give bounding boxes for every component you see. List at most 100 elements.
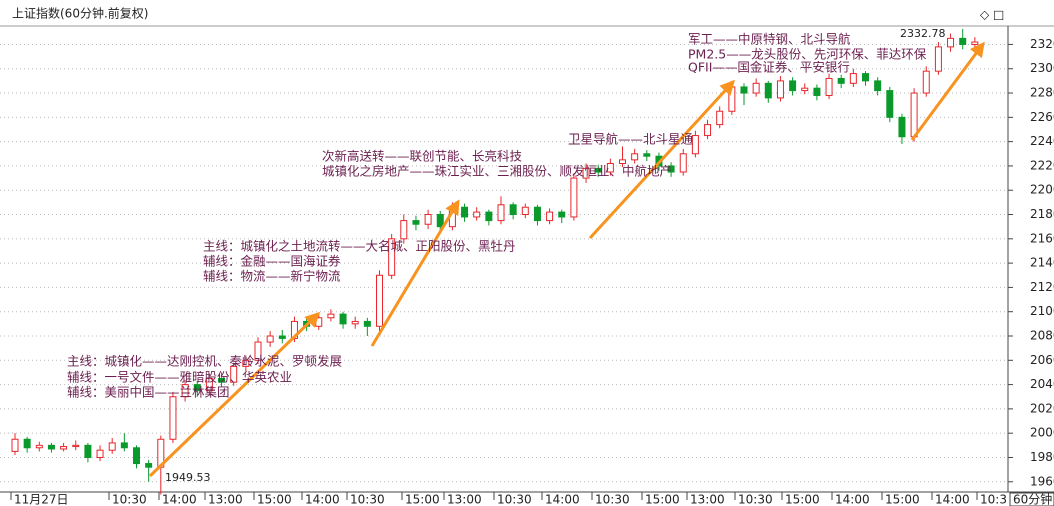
candle-body [266, 335, 274, 343]
candle-body [825, 77, 833, 96]
candle-body [922, 70, 930, 94]
candle-body [752, 82, 760, 94]
candle-body [643, 153, 651, 157]
y-tick-label: 2320 [1030, 37, 1054, 51]
x-tick-label: 15:00 [405, 493, 440, 506]
candle-body [315, 317, 323, 327]
candle-body [60, 446, 68, 450]
annotation: 主线：城镇化之土地流转——大名城、正阳股份、黑牡丹 [203, 239, 516, 254]
annotation: 主线：城镇化——达刚控机、秦岭水泥、罗顿发展 [67, 354, 342, 369]
candle-body [412, 220, 420, 225]
candle-body [400, 220, 408, 240]
annotation: 1949.53 [165, 471, 211, 484]
x-tick-label: 13:00 [208, 493, 243, 506]
x-tick-label: 11月27日 [14, 493, 69, 506]
candle-body [582, 167, 590, 179]
x-tick-label: 13:00 [447, 493, 482, 506]
annotation: 城镇化之房地产——珠江实业、三湘股份、顺发恒业、中航地产 [322, 164, 672, 179]
candle-body [776, 80, 784, 99]
y-tick-label: 2260 [1030, 110, 1054, 124]
x-tick-label: 10:30 [497, 493, 532, 506]
candle-body [801, 87, 809, 92]
window-buttons[interactable]: ◇ □ [980, 8, 1004, 22]
y-tick-label: 2300 [1030, 61, 1054, 75]
candle-body [509, 204, 517, 216]
x-tick-label: 14:00 [835, 493, 870, 506]
candle-body [716, 110, 724, 126]
y-tick-label: 1960 [1030, 474, 1054, 488]
candle-body [631, 153, 639, 161]
y-tick-label: 2040 [1030, 377, 1054, 391]
annotation: 辅线：物流——新宁物流 [203, 269, 341, 284]
candle-body [546, 211, 554, 222]
y-tick-label: 2240 [1030, 134, 1054, 148]
unit-box [1009, 492, 1054, 506]
candle-body [558, 211, 566, 218]
candle-body [594, 167, 602, 173]
candle-body [959, 37, 967, 45]
chart-title: 上证指数(60分钟.前复权) [12, 6, 148, 21]
candle-body [35, 444, 43, 449]
x-tick-label: 10:30 [738, 493, 773, 506]
x-tick-label: 15:00 [885, 493, 920, 506]
candle-body [934, 46, 942, 72]
candle-body [96, 449, 104, 458]
candle-body [874, 80, 882, 92]
y-tick-label: 2000 [1030, 426, 1054, 440]
x-unit: 60分钟 [1013, 492, 1052, 506]
candle-body [388, 238, 396, 276]
candle-body [205, 378, 213, 392]
candle-body [424, 214, 432, 225]
candle-body [47, 444, 55, 450]
x-tick-label: 10:30 [112, 493, 147, 506]
candle-body [181, 384, 189, 398]
candle-body [728, 86, 736, 112]
candle-body [947, 37, 955, 48]
candle-body [133, 447, 140, 465]
candle-body [619, 159, 626, 164]
candle-body [570, 177, 578, 218]
candle-body [533, 206, 541, 222]
annotation: PM2.5——龙头股份、先河环保、菲达环保 [688, 47, 927, 62]
candle-body [764, 82, 772, 99]
candle-body [72, 444, 80, 448]
candle-body [218, 378, 226, 383]
candle-body [108, 442, 116, 451]
candle-body [84, 444, 92, 458]
candle-body [327, 313, 335, 319]
candle-body [849, 73, 857, 84]
candle-body [376, 274, 383, 327]
candle-body [278, 335, 286, 339]
candle-body [145, 463, 153, 468]
candle-body [910, 92, 918, 138]
annotation: 次新高送转——联创节能、长亮科技 [322, 149, 523, 164]
trend-arrows [148, 41, 985, 478]
x-tick-label: 14:00 [162, 493, 197, 506]
candle-body [691, 135, 699, 155]
candle-body [461, 206, 469, 218]
candle-body [679, 153, 687, 173]
x-tick-label: 15:00 [785, 493, 820, 506]
annotation: 军工——中原特钢、北斗导航 [688, 32, 851, 47]
y-tick-label: 2080 [1030, 329, 1054, 343]
x-tick-label: 13:00 [690, 493, 725, 506]
x-tick-label: 15:00 [645, 493, 680, 506]
y-tick-label: 2220 [1030, 158, 1054, 172]
annotation: 辅线：金融——国海证券 [203, 254, 341, 269]
candle-body [351, 320, 359, 325]
y-tick-label: 2140 [1030, 256, 1054, 270]
y-tick-label: 2160 [1030, 231, 1054, 245]
x-tick-label: 10:3 [980, 493, 1007, 506]
candle-body [120, 442, 128, 449]
candle-body [898, 116, 906, 138]
candle-body [704, 124, 712, 137]
annotation: QFII——国金证券、平安银行 [688, 60, 850, 75]
candle-body [497, 204, 505, 222]
x-tick-label: 14:00 [935, 493, 970, 506]
candle-body [789, 80, 797, 92]
candle-body [740, 86, 748, 94]
annotation: 2332.78 [900, 27, 946, 40]
y-tick-label: 2180 [1030, 207, 1054, 221]
candle-body [837, 77, 845, 84]
